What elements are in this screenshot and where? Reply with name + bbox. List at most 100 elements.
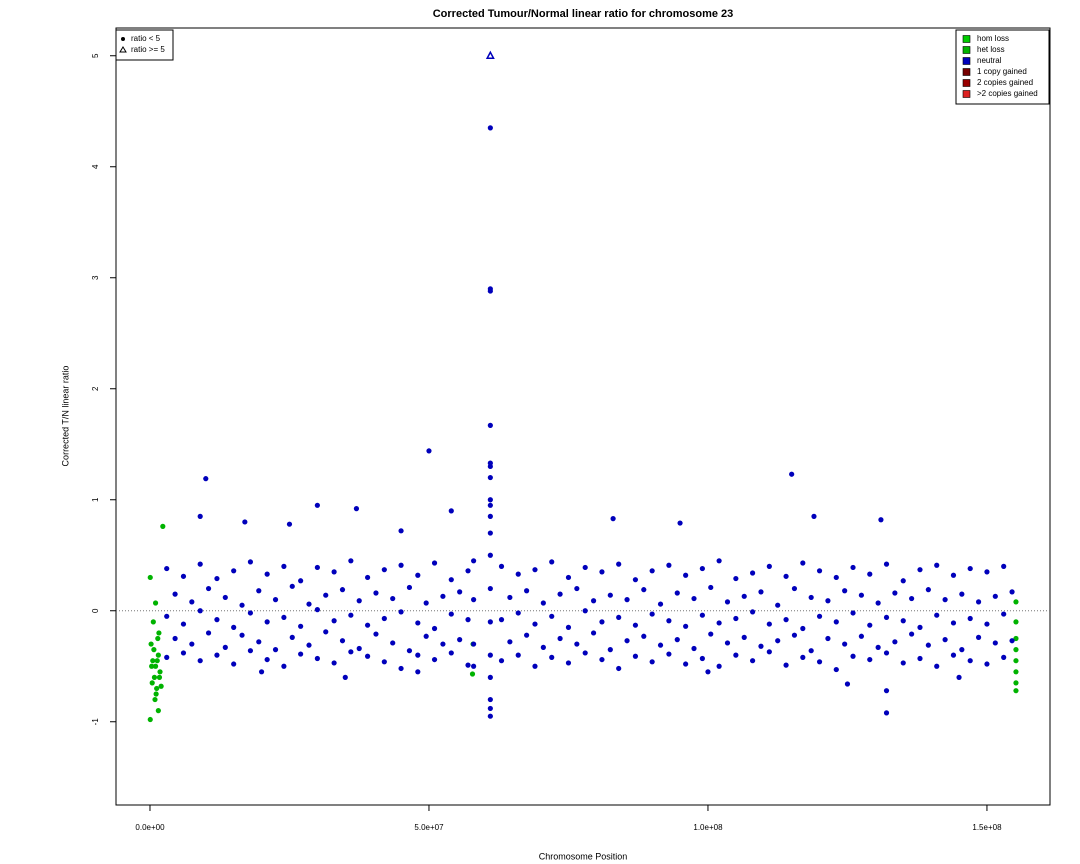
data-point: [289, 634, 295, 640]
data-point: [205, 630, 212, 636]
data-point: [934, 562, 940, 568]
plot-frame: [115, 27, 1051, 806]
data-point: [532, 663, 538, 669]
data-point: [649, 659, 655, 665]
data-point: [850, 610, 856, 616]
data-point: [448, 611, 454, 617]
data-point: [339, 587, 346, 593]
data-point: [716, 620, 722, 626]
data-point: [239, 632, 245, 638]
data-point: [925, 587, 931, 593]
data-point: [984, 661, 990, 667]
data-point: [398, 528, 404, 534]
data-point: [264, 571, 270, 577]
data-point: [984, 621, 990, 627]
data-point: [1013, 669, 1019, 675]
data-point: [222, 644, 228, 650]
data-point: [549, 559, 555, 565]
data-point: [741, 593, 747, 599]
data-point: [624, 597, 630, 603]
data-point: [842, 641, 848, 647]
data-point: [783, 617, 789, 623]
data-point: [632, 653, 639, 659]
data-point: [147, 574, 153, 581]
data-point: [426, 448, 432, 454]
data-point: [448, 650, 454, 656]
data-point: [487, 286, 493, 292]
data-point: [883, 650, 890, 656]
data-point: [152, 696, 158, 703]
data-point: [674, 637, 680, 643]
data-point: [657, 642, 664, 648]
data-point: [155, 708, 161, 714]
data-point: [749, 570, 756, 576]
data-point: [708, 584, 714, 591]
data-point: [423, 600, 429, 606]
data-point: [917, 624, 923, 631]
data-point: [390, 640, 396, 646]
data-point: [909, 631, 915, 637]
data-point: [741, 634, 747, 640]
data-point: [599, 619, 605, 625]
data-point: [487, 422, 493, 428]
data-point: [844, 681, 851, 687]
data-point: [431, 560, 438, 566]
data-point: [431, 625, 438, 632]
data-point: [858, 592, 865, 598]
data-point: [1013, 599, 1019, 605]
data-point: [487, 474, 493, 481]
data-point: [381, 567, 387, 573]
data-point: [415, 620, 421, 626]
data-point: [699, 612, 705, 618]
data-point: [666, 651, 672, 657]
data-point: [674, 590, 680, 596]
data-point: [892, 639, 898, 645]
data-point: [950, 652, 957, 658]
data-point: [256, 639, 262, 645]
data-point: [197, 658, 203, 664]
data-point: [197, 513, 203, 520]
legend-label: 1 copy gained: [977, 67, 1027, 76]
data-point: [842, 588, 848, 594]
data-point: [1013, 619, 1019, 625]
data-point: [348, 649, 354, 655]
data-point: [683, 623, 689, 629]
data-point: [716, 663, 722, 669]
data-point: [624, 638, 630, 644]
data-point: [666, 618, 672, 624]
data-point: [214, 617, 220, 623]
data-point: [524, 632, 530, 638]
data-point: [239, 602, 245, 608]
data-point: [959, 647, 965, 653]
data-point: [632, 622, 639, 628]
data-point: [457, 637, 463, 643]
data-point: [942, 597, 948, 603]
data-point: [808, 594, 814, 601]
data-point: [733, 615, 739, 622]
data-point: [471, 663, 477, 669]
data-point: [900, 660, 906, 666]
data-point: [900, 618, 906, 624]
data-point: [189, 599, 195, 605]
data-point: [465, 568, 471, 574]
data-point: [180, 621, 187, 627]
data-point: [515, 610, 521, 616]
data-point: [487, 552, 493, 558]
data-point: [791, 585, 798, 592]
data-point: [524, 588, 530, 594]
data-point: [247, 610, 254, 616]
data-point: [975, 599, 982, 605]
data-point: [157, 669, 163, 675]
x-tick-label: 1.0e+08: [693, 823, 723, 832]
data-point: [775, 602, 781, 608]
data-point: [415, 572, 421, 578]
data-point: [247, 559, 254, 565]
data-point: [465, 617, 471, 623]
data-point: [314, 607, 320, 613]
data-point: [150, 658, 156, 664]
data-point: [825, 635, 831, 642]
data-point: [381, 659, 387, 665]
legend-swatch: [962, 90, 971, 98]
data-point: [816, 568, 823, 574]
data-point: [398, 665, 404, 672]
